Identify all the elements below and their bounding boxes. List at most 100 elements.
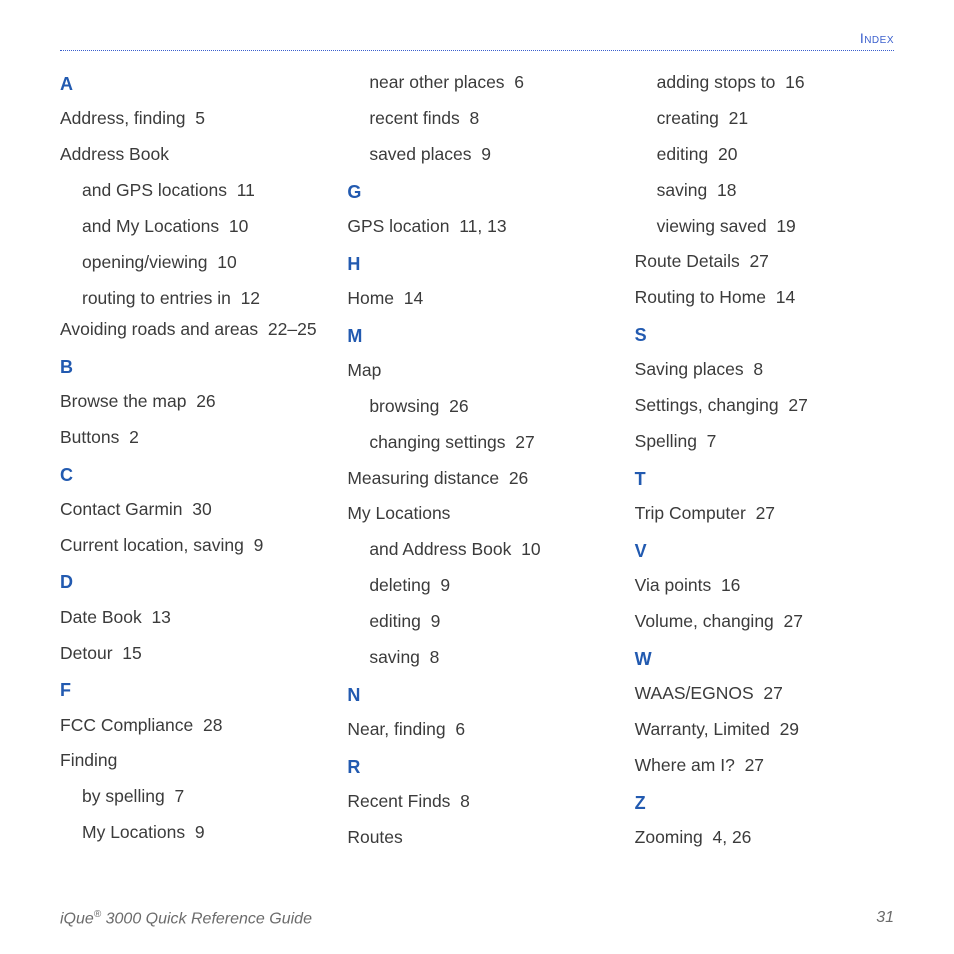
index-subentry: My Locations 9 (60, 815, 319, 851)
index-entry-text: Zooming (635, 827, 703, 847)
index-entry-page: 27 (515, 432, 534, 452)
index-entry: Recent Finds 8 (347, 784, 606, 820)
index-entry-page: 11 (237, 180, 255, 200)
index-entry-page: 8 (753, 359, 763, 379)
index-entry-text: Home (347, 288, 394, 308)
index-entry-page: 27 (745, 755, 764, 775)
index-entry-text: Address Book (60, 144, 169, 164)
index-subentry: deleting 9 (347, 568, 606, 604)
index-entry-text: Where am I? (635, 755, 735, 775)
index-entry: Routing to Home 14 (635, 280, 894, 316)
index-letter: D (60, 565, 319, 599)
index-subentry: recent finds 8 (347, 101, 606, 137)
index-entry: Browse the map 26 (60, 384, 319, 420)
index-entry-page: 28 (203, 715, 222, 735)
index-entry: Measuring distance 26 (347, 461, 606, 497)
index-entry-page: 7 (707, 431, 717, 451)
index-letter: F (60, 673, 319, 707)
index-entry-page: 10 (217, 252, 236, 272)
index-entry-text: adding stops to (657, 72, 776, 92)
page: Index AAddress, finding 5Address Bookand… (0, 0, 954, 954)
index-letter: N (347, 678, 606, 712)
index-entry: Map (347, 353, 606, 389)
index-entry-text: Buttons (60, 427, 119, 447)
index-entry-text: Warranty, Limited (635, 719, 770, 739)
index-entry: Address Book (60, 137, 319, 173)
index-entry-text: routing to entries in (82, 288, 231, 308)
index-entry-page: 27 (756, 503, 775, 523)
index-entry-text: Trip Computer (635, 503, 746, 523)
index-entry-page: 6 (455, 719, 465, 739)
index-entry-page: 27 (749, 251, 768, 271)
index-entry-page: 26 (449, 396, 468, 416)
index-entry-text: My Locations (82, 822, 185, 842)
index-entry-page: 7 (174, 786, 184, 806)
index-entry-text: My Locations (347, 503, 450, 523)
index-entry-page: 9 (440, 575, 450, 595)
index-letter: Z (635, 786, 894, 820)
index-subentry: and Address Book 10 (347, 532, 606, 568)
index-entry: Zooming 4, 26 (635, 820, 894, 856)
footer-product: iQue® 3000 Quick Reference Guide (60, 909, 312, 928)
index-entry: Routes (347, 820, 606, 856)
index-entry-text: Browse the map (60, 391, 186, 411)
index-letter: W (635, 642, 894, 676)
index-letter: H (347, 247, 606, 281)
index-entry-page: 30 (192, 499, 211, 519)
index-entry: Where am I? 27 (635, 748, 894, 784)
index-subentry: by spelling 7 (60, 779, 319, 815)
index-entry-page: 5 (195, 108, 205, 128)
index-entry-text: and My Locations (82, 216, 219, 236)
index-entry-text: saved places (369, 144, 471, 164)
index-entry-page: 21 (729, 108, 748, 128)
index-entry-text: opening/viewing (82, 252, 208, 272)
index-entry-page: 26 (196, 391, 215, 411)
index-entry-text: Detour (60, 643, 113, 663)
index-entry-page: 13 (151, 607, 170, 627)
index-entry-text: WAAS/EGNOS (635, 683, 754, 703)
index-letter: S (635, 318, 894, 352)
index-entry: Finding (60, 743, 319, 779)
index-entry: Saving places 8 (635, 352, 894, 388)
index-letter: A (60, 67, 319, 101)
index-entry-page: 16 (785, 72, 804, 92)
index-entry: Warranty, Limited 29 (635, 712, 894, 748)
index-entry-page: 26 (509, 468, 528, 488)
index-entry: My Locations (347, 496, 606, 532)
index-entry-page: 19 (776, 216, 795, 236)
index-letter: T (635, 462, 894, 496)
index-entry-page: 4, 26 (712, 827, 751, 847)
index-entry-text: Volume, changing (635, 611, 774, 631)
index-entry-text: Date Book (60, 607, 142, 627)
index-entry-page: 8 (460, 791, 470, 811)
index-entry-text: Current location, saving (60, 535, 244, 555)
index-subentry: viewing saved 19 (635, 209, 894, 245)
footer-product-rest: 3000 Quick Reference Guide (101, 910, 312, 927)
index-entry-page: 20 (718, 144, 737, 164)
index-entry: Trip Computer 27 (635, 496, 894, 532)
index-subentry: opening/viewing 10 (60, 245, 319, 281)
index-entry-page: 12 (241, 288, 260, 308)
index-entry-text: editing (657, 144, 709, 164)
index-entry-page: 2 (129, 427, 139, 447)
index-subentry: changing settings 27 (347, 425, 606, 461)
index-entry: Buttons 2 (60, 420, 319, 456)
index-entry-text: near other places (369, 72, 504, 92)
rule (60, 50, 894, 51)
index-subentry: and GPS locations 11 (60, 173, 319, 209)
index-subentry: adding stops to 16 (635, 65, 894, 101)
index-entry-page: 11, 13 (459, 216, 506, 236)
index-entry-page: 9 (254, 535, 264, 555)
index-entry-text: Route Details (635, 251, 740, 271)
index-entry-page: 16 (721, 575, 740, 595)
index-entry: Via points 16 (635, 568, 894, 604)
index-entry-page: 9 (431, 611, 441, 631)
index-entry-page: 8 (430, 647, 440, 667)
index-entry-text: saving (657, 180, 708, 200)
index-entry: Current location, saving 9 (60, 528, 319, 564)
index-entry-text: changing settings (369, 432, 505, 452)
index-entry: Settings, changing 27 (635, 388, 894, 424)
index-entry: Home 14 (347, 281, 606, 317)
index-entry-text: Routes (347, 827, 402, 847)
index-entry-text: saving (369, 647, 420, 667)
